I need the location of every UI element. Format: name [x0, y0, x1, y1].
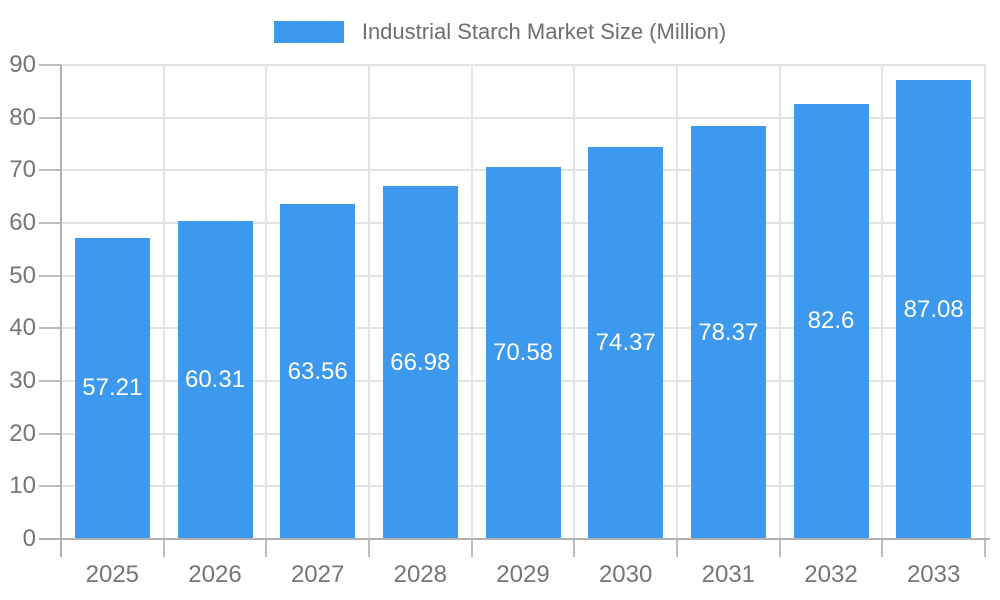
x-tick-label: 2033 [906, 561, 961, 588]
x-axis-tick [881, 539, 884, 557]
bar-value-label: 78.37 [698, 318, 759, 346]
y-axis-tick [39, 116, 61, 119]
gridline-horizontal [61, 116, 985, 119]
y-axis-tick [39, 222, 61, 224]
gridline-vertical [162, 65, 165, 539]
y-axis-tick [39, 64, 61, 66]
y-tick-label: 90 [9, 51, 36, 78]
y-axis-tick [39, 485, 61, 488]
bar-value-label: 57.21 [82, 374, 143, 402]
y-tick-label: 50 [9, 261, 36, 289]
y-tick-label: 20 [9, 419, 36, 447]
bar [793, 103, 869, 539]
bar-value-label: 66.98 [390, 348, 451, 376]
bar-value-label: 87.08 [903, 295, 964, 323]
x-axis-tick [368, 539, 370, 557]
x-tick-label: 2027 [290, 561, 345, 588]
legend-swatch [273, 21, 344, 43]
y-tick-label: 80 [9, 103, 36, 131]
y-axis-tick [39, 432, 61, 435]
y-tick-label: 10 [9, 472, 36, 500]
gridline-horizontal [61, 64, 985, 66]
y-axis-tick [39, 327, 61, 330]
bar-value-label: 74.37 [595, 329, 656, 357]
x-tick-label: 2029 [496, 561, 550, 588]
x-axis-tick [470, 539, 473, 557]
y-tick-label: 60 [9, 209, 36, 236]
x-axis-tick [778, 539, 781, 557]
y-axis-tick [39, 380, 61, 382]
bar-value-label: 63.56 [287, 357, 348, 385]
y-axis-tick [39, 169, 61, 172]
x-tick-label: 2026 [188, 561, 242, 588]
gridline-vertical [368, 65, 370, 539]
bar-value-label: 60.31 [184, 366, 246, 394]
y-axis-tick [39, 274, 61, 277]
x-tick-label: 2031 [701, 561, 756, 588]
x-tick-label: 2025 [85, 561, 140, 588]
bar [382, 186, 458, 539]
bar-value-label: 82.6 [807, 307, 855, 335]
legend-label: Industrial Starch Market Size (Million) [361, 19, 727, 44]
y-tick-label: 40 [9, 314, 36, 342]
x-tick-label: 2032 [804, 561, 858, 588]
y-tick-label: 70 [9, 156, 36, 184]
gridline-vertical [265, 65, 268, 539]
bar [280, 204, 356, 539]
x-tick-label: 2028 [393, 561, 448, 588]
bar [485, 167, 561, 539]
y-tick-label: 30 [9, 367, 36, 394]
bar [690, 126, 766, 539]
x-axis-tick [573, 539, 576, 557]
x-axis-tick [676, 539, 678, 557]
gridline-vertical [881, 65, 884, 539]
x-axis-tick [984, 539, 986, 557]
x-axis-tick [162, 539, 165, 557]
bar [74, 237, 150, 539]
x-axis-tick [265, 539, 268, 557]
bar-value-label: 70.58 [492, 339, 554, 367]
chart-legend: Industrial Starch Market Size (Million) [0, 17, 1000, 47]
bar [177, 221, 253, 539]
x-tick-label: 2030 [598, 561, 653, 588]
y-axis-line [60, 65, 62, 557]
gridline-vertical [573, 65, 576, 539]
bar [588, 147, 664, 539]
gridline-vertical [676, 65, 678, 539]
x-axis-line [39, 538, 990, 540]
bar [896, 80, 972, 539]
gridline-vertical [470, 65, 473, 539]
y-tick-label: 0 [22, 525, 36, 552]
gridline-vertical [778, 65, 781, 539]
gridline-vertical [984, 65, 986, 539]
